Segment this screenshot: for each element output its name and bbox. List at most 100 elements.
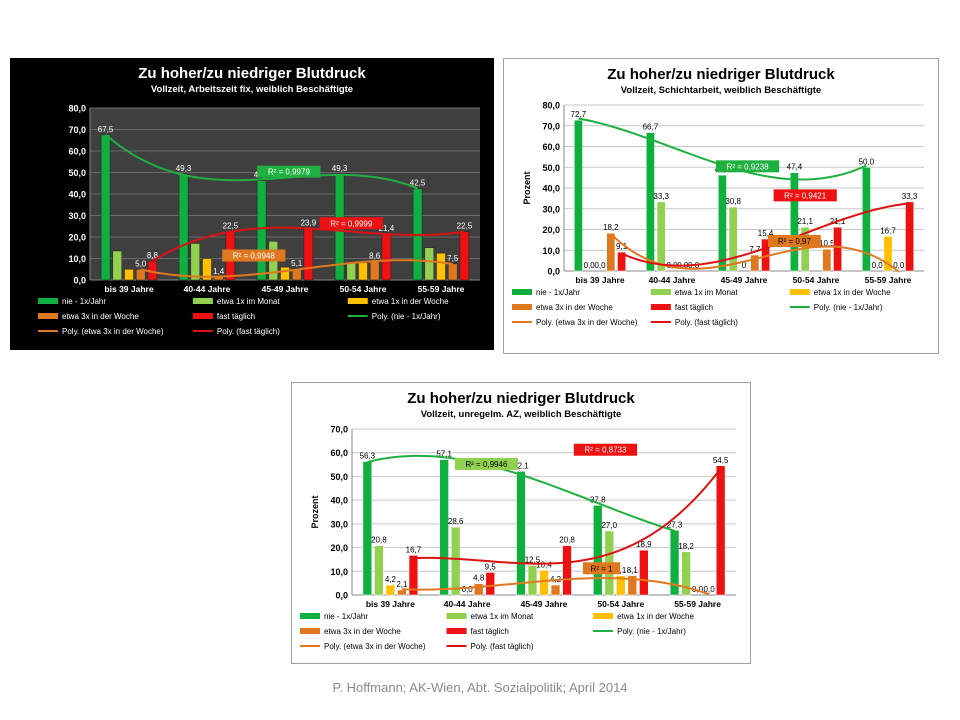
r2-badge	[773, 189, 837, 202]
legend-label: etwa 1x in der Woche	[372, 297, 449, 306]
data-label: 1,4	[213, 267, 225, 276]
legend-item: Poly. (nie - 1x/Jahr)	[593, 627, 686, 636]
y-tick-label: 10,0	[330, 567, 348, 577]
legend-label: etwa 3x in der Woche	[62, 312, 139, 321]
data-label: 66,7	[643, 123, 659, 132]
data-label: 21,1	[797, 217, 813, 226]
legend-label: Poly. (fast täglich)	[675, 318, 738, 327]
trendline	[401, 577, 710, 596]
legend-label: fast täglich	[217, 312, 255, 321]
bar	[124, 269, 134, 281]
legend-swatch	[192, 313, 213, 319]
y-axis-label: Prozent	[310, 495, 320, 528]
x-tick-label: 55-59 Jahre	[418, 284, 465, 294]
bar	[381, 233, 392, 281]
data-label: 72,7	[571, 110, 587, 119]
x-tick-label: 55-59 Jahre	[865, 275, 912, 285]
chart-panel-arbeitszeit-fix: Zu hoher/zu niedriger Blutdruck Vollzeit,…	[10, 58, 494, 350]
legend-label: etwa 1x in der Woche	[617, 612, 694, 621]
bar	[346, 262, 357, 281]
x-tick-label: bis 39 Jahre	[104, 284, 153, 294]
bar	[439, 459, 449, 596]
data-label: 8,8	[147, 251, 159, 260]
bar	[474, 583, 484, 596]
bar	[112, 250, 123, 281]
data-label: 20,8	[559, 536, 575, 545]
r2-label: R² = 0,9946	[465, 460, 508, 469]
bar	[616, 575, 626, 596]
legend-label: Poly. (fast täglich)	[471, 642, 534, 651]
bar	[718, 174, 727, 272]
r2-label: R² = 0,9948	[233, 252, 276, 261]
bar	[280, 266, 290, 281]
r2-label: R² = 1	[591, 564, 614, 573]
y-tick-label: 30,0	[542, 204, 560, 214]
x-tick-label: 50-54 Jahre	[793, 275, 840, 285]
bar	[516, 471, 526, 596]
legend-item: etwa 3x in der Woche	[512, 303, 613, 312]
r2-badge	[454, 457, 518, 470]
legend-swatch	[192, 298, 213, 304]
legend-swatch	[446, 628, 467, 634]
legend-swatch	[789, 289, 810, 295]
trendline	[104, 133, 418, 190]
legend-label: etwa 3x in der Woche	[536, 303, 613, 312]
legend-item: Poly. (nie - 1x/Jahr)	[789, 303, 883, 312]
legend-item: Poly. (fast täglich)	[650, 318, 738, 327]
chart-svg-2: Zu hoher/zu niedriger Blutdruck Vollzeit,…	[300, 390, 736, 651]
chart-title: Zu hoher/zu niedriger Blutdruck	[138, 65, 366, 82]
data-label: 49,3	[176, 164, 192, 173]
bar	[424, 247, 435, 281]
legend-item: Poly. (fast täglich)	[192, 327, 280, 336]
y-tick-label: 60,0	[68, 147, 86, 157]
bar	[451, 526, 461, 596]
x-tick-label: 40-44 Jahre	[184, 284, 231, 294]
legend-label: etwa 1x im Monat	[675, 288, 738, 297]
legend-label: etwa 1x in der Woche	[814, 288, 891, 297]
legend-label: Poly. (nie - 1x/Jahr)	[814, 303, 883, 312]
data-label: 22,5	[223, 222, 239, 231]
chart-title: Zu hoher/zu niedriger Blutdruck	[407, 390, 635, 407]
data-label: 10,4	[536, 560, 552, 569]
legend-item: Poly. (fast täglich)	[446, 642, 534, 651]
data-label: 0,0	[893, 261, 905, 270]
data-label: 5,0	[135, 259, 147, 268]
y-tick-label: 80,0	[68, 104, 86, 114]
bar	[905, 201, 914, 272]
bar	[833, 226, 842, 272]
legend-swatch	[512, 304, 532, 310]
r2-badge	[716, 160, 780, 173]
legend-label: etwa 1x im Monat	[217, 297, 280, 306]
bar	[100, 134, 111, 281]
data-label: 2,1	[396, 580, 408, 589]
data-label: 0,0	[704, 585, 716, 594]
data-label: 8,1	[615, 566, 627, 575]
bar	[385, 584, 396, 596]
x-tick-label: 40-44 Jahre	[444, 599, 491, 609]
bar	[202, 258, 212, 281]
legend-item: etwa 1x im Monat	[192, 297, 280, 306]
data-label: 52,1	[513, 461, 529, 470]
data-label: 0,0	[584, 261, 596, 270]
r2-label: R² = 0,97	[778, 237, 812, 246]
y-tick-label: 20,0	[68, 233, 86, 243]
x-tick-label: 45-49 Jahre	[521, 599, 568, 609]
legend-item: etwa 1x in der Woche	[593, 612, 694, 621]
legend-item: nie - 1x/Jahr	[300, 612, 368, 621]
x-tick-label: 50-54 Jahre	[340, 284, 387, 294]
data-label: 4,8	[473, 574, 485, 583]
data-label: 7,5	[447, 254, 459, 263]
chart-subtitle: Vollzeit, unregelm. AZ, weiblich Beschäf…	[421, 409, 622, 420]
data-label: 47,4	[787, 163, 803, 172]
bar	[358, 262, 368, 281]
bar	[593, 505, 603, 596]
data-label: 12,5	[525, 555, 541, 564]
bar	[574, 119, 583, 272]
bar	[397, 589, 407, 596]
bar	[362, 461, 373, 596]
bar	[862, 167, 871, 272]
y-tick-label: 40,0	[68, 190, 86, 200]
bar	[750, 254, 760, 272]
x-tick-label: 50-54 Jahre	[597, 599, 644, 609]
data-label: 30,8	[725, 197, 741, 206]
